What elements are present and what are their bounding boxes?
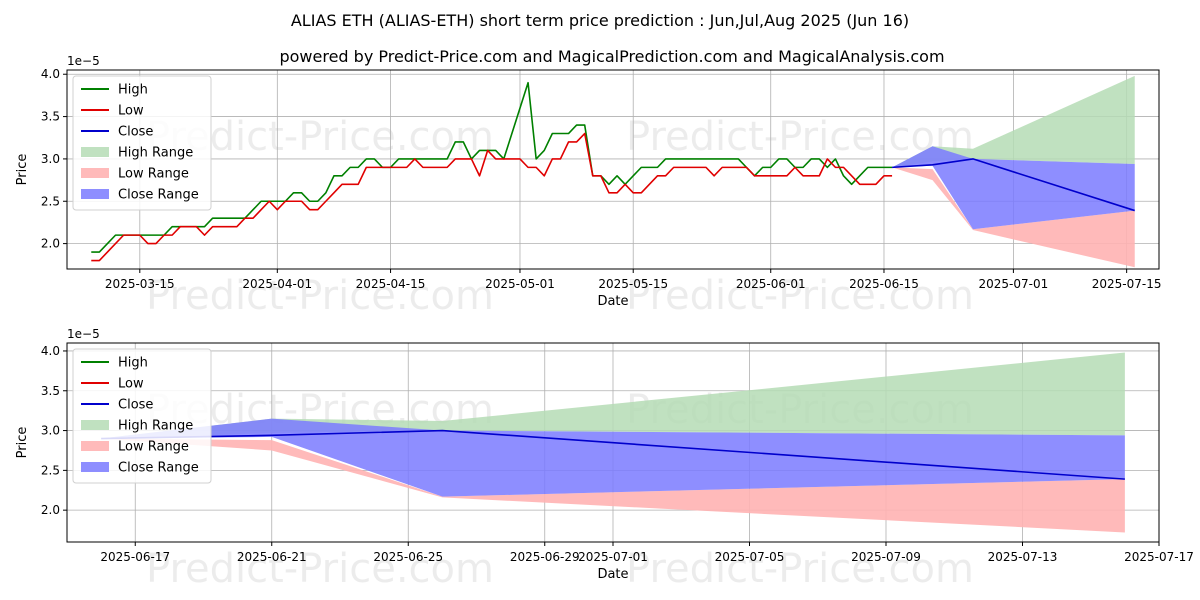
legend-label-close: Close — [118, 125, 153, 140]
x-axis-label: Date — [597, 294, 628, 309]
low-range-band — [892, 167, 1135, 268]
legend-swatch-close-range — [81, 189, 109, 199]
y-axis-label: Price — [15, 427, 30, 459]
legend-label-low-range: Low Range — [118, 167, 189, 182]
legend-label-close-range: Close Range — [118, 188, 199, 203]
y-scale-label: 1e−5 — [67, 54, 100, 68]
legend-swatch-high-range — [81, 147, 109, 157]
x-tick-label: 2025-07-17 — [1124, 550, 1194, 564]
x-tick-label: 2025-06-15 — [849, 277, 919, 291]
x-tick-label: 2025-06-17 — [100, 550, 170, 564]
x-tick-label: 2025-06-25 — [373, 550, 443, 564]
x-tick-label: 2025-07-09 — [851, 550, 921, 564]
watermark-text: Predict-Price.com — [626, 546, 974, 592]
x-tick-label: 2025-04-01 — [242, 277, 312, 291]
close-range-band — [101, 418, 1125, 497]
watermark-text: Predict-Price.com — [626, 273, 974, 319]
legend-label-high-range: High Range — [118, 419, 193, 434]
legend-label-high-range: High Range — [118, 146, 193, 161]
x-tick-label: 2025-05-01 — [485, 277, 555, 291]
y-tick-label: 4.0 — [41, 67, 60, 81]
plot-frame — [66, 69, 1160, 270]
close-series-line — [892, 158, 1135, 212]
legend-label-low: Low — [118, 104, 144, 119]
high-range-band — [892, 75, 1135, 168]
y-scale-label: 1e−5 — [67, 327, 100, 341]
y-tick-label: 2.0 — [41, 503, 60, 517]
plot-area — [91, 75, 1135, 268]
y-tick-label: 3.0 — [41, 424, 60, 438]
x-tick-label: 2025-06-01 — [736, 277, 806, 291]
legend: High Low Close High Range Low Range Close Ran… — [72, 348, 212, 484]
x-tick-label: 2025-07-13 — [988, 550, 1058, 564]
legend-swatch-close-range — [81, 462, 109, 472]
legend-swatch-high-range — [81, 420, 109, 430]
x-tick-label: 2025-04-15 — [356, 277, 426, 291]
x-tick-label: 2025-05-15 — [598, 277, 668, 291]
low-range-band — [101, 438, 1125, 533]
legend-label-low-range: Low Range — [118, 440, 189, 455]
x-tick-label: 2025-03-15 — [105, 277, 175, 291]
y-tick-label: 2.0 — [41, 237, 60, 251]
legend-swatch-low-range — [81, 168, 109, 178]
y-tick-label: 2.5 — [41, 194, 60, 208]
x-tick-label: 2025-07-01 — [578, 550, 648, 564]
y-tick-label: 3.0 — [41, 152, 60, 166]
legend-label-close-range: Close Range — [118, 461, 199, 476]
legend-label-close: Close — [118, 398, 153, 413]
x-axis-label: Date — [597, 567, 628, 582]
y-tick-label: 3.5 — [41, 384, 60, 398]
full-range-chart-panel: Predict-Price.com Predict-Price.com Predic… — [15, 54, 1162, 319]
y-tick-label: 3.5 — [41, 110, 60, 124]
legend-label-high: High — [118, 356, 148, 371]
x-tick-label: 2025-06-29 — [510, 550, 580, 564]
x-tick-label: 2025-07-01 — [979, 277, 1049, 291]
watermark-text: Predict-Price.com — [146, 546, 494, 592]
x-tick-label: 2025-07-05 — [715, 550, 785, 564]
grid-lines — [67, 70, 1159, 269]
legend-label-high: High — [118, 83, 148, 98]
high-series-line — [91, 81, 893, 253]
figure-subtitle: powered by Predict-Price.com and Magical… — [279, 47, 944, 66]
legend-label-low: Low — [118, 377, 144, 392]
x-tick-label: 2025-07-15 — [1092, 277, 1162, 291]
figure-title: ALIAS ETH (ALIAS-ETH) short term price p… — [291, 11, 909, 30]
y-axis-label: Price — [15, 154, 30, 186]
legend-swatch-low-range — [81, 441, 109, 451]
y-tick-label: 2.5 — [41, 463, 60, 477]
low-series-line — [91, 132, 893, 262]
y-tick-label: 4.0 — [41, 344, 60, 358]
watermark-text: Predict-Price.com — [146, 273, 494, 319]
watermark-text: Predict-Price.com — [626, 114, 974, 160]
close-range-band — [892, 146, 1135, 230]
x-tick-label: 2025-06-21 — [237, 550, 307, 564]
legend: High Low Close High Range Low Range Close Ran… — [72, 75, 212, 211]
high-range-band — [101, 352, 1125, 439]
